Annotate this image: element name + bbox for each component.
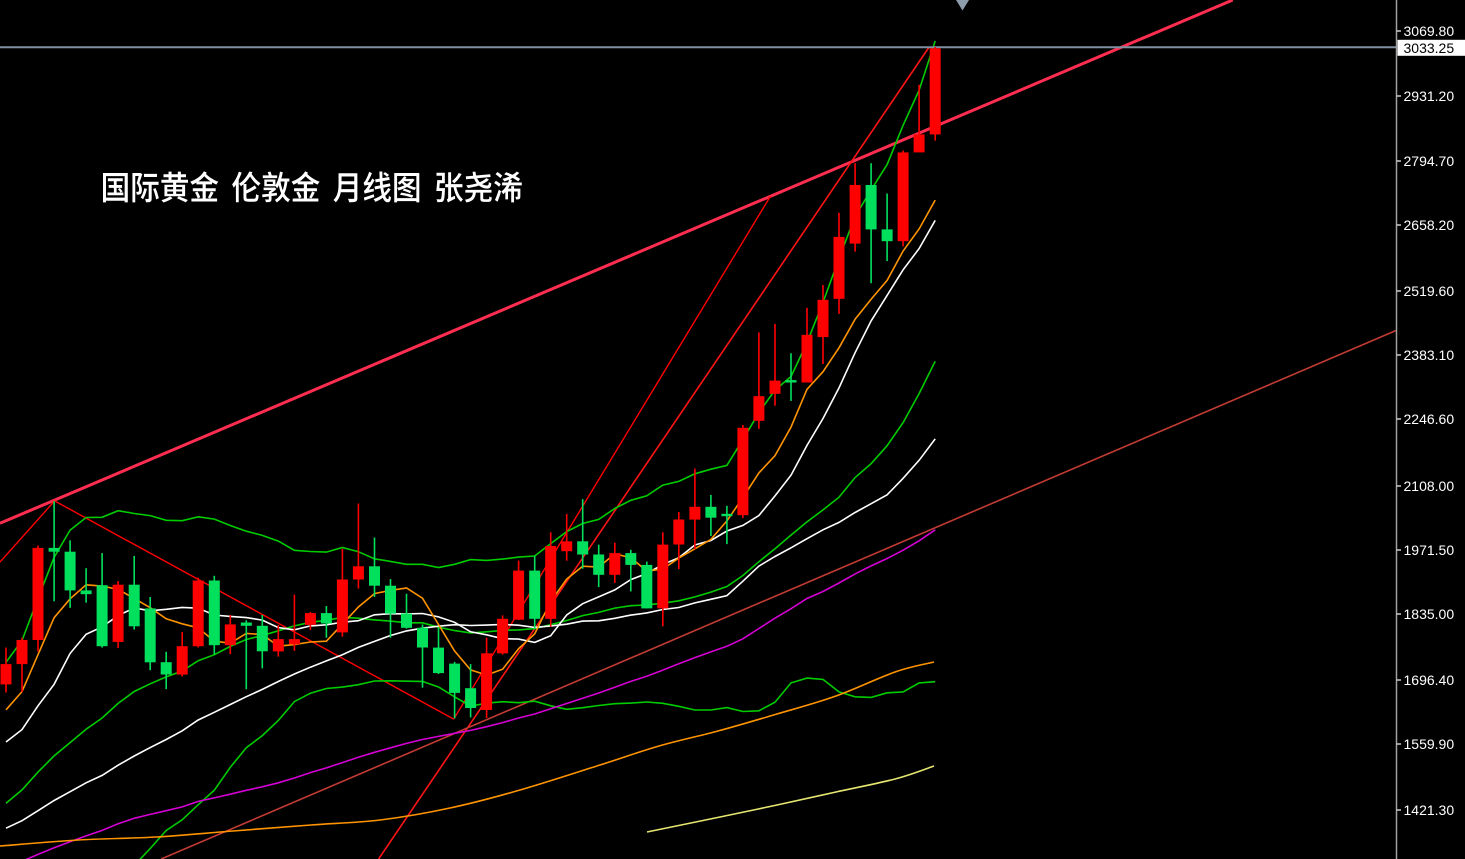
svg-text:2246.60: 2246.60 [1404, 411, 1455, 427]
svg-text:2108.00: 2108.00 [1404, 478, 1455, 494]
svg-text:2383.10: 2383.10 [1404, 347, 1455, 363]
svg-text:1559.90: 1559.90 [1404, 736, 1455, 752]
svg-text:3069.80: 3069.80 [1404, 23, 1455, 39]
svg-text:2658.20: 2658.20 [1404, 217, 1455, 233]
svg-text:2931.20: 2931.20 [1404, 88, 1455, 104]
svg-text:1696.40: 1696.40 [1404, 672, 1455, 688]
svg-text:1835.00: 1835.00 [1404, 606, 1455, 622]
svg-text:3033.25: 3033.25 [1404, 40, 1455, 56]
svg-text:2519.60: 2519.60 [1404, 283, 1455, 299]
svg-text:2794.70: 2794.70 [1404, 153, 1455, 169]
svg-text:1971.50: 1971.50 [1404, 542, 1455, 558]
svg-text:1421.30: 1421.30 [1404, 802, 1455, 818]
